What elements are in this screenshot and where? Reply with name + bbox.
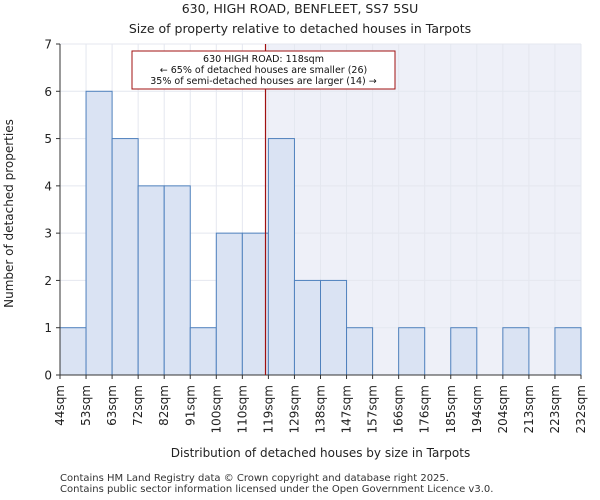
y-tick-label-0: 0 (44, 369, 52, 383)
x-tick-label-18: 213sqm (522, 385, 536, 433)
bar-4 (163, 185, 191, 376)
x-tick-label-15: 185sqm (444, 385, 458, 433)
y-tick-label-1: 1 (44, 321, 52, 335)
annotation-line-3: 35% of semi-detached houses are larger (… (150, 76, 377, 87)
bar-9 (293, 279, 322, 376)
x-tick-label-10: 138sqm (314, 385, 328, 433)
chart-title: 630, HIGH ROAD, BENFLEET, SS7 5SU (181, 1, 419, 16)
annotation-line-1: 630 HIGH ROAD: 118sqm (203, 54, 324, 65)
annotation-box (131, 50, 396, 90)
bar-15 (450, 327, 478, 376)
x-tick-label-12: 157sqm (366, 385, 380, 433)
annotation-line-2: ← 65% of detached houses are smaller (26… (160, 65, 367, 76)
y-axis-title: Number of detached properties (2, 119, 16, 308)
footer-line-2: Contains public sector information licen… (60, 484, 494, 495)
bar-8 (267, 138, 295, 376)
bar-7 (241, 232, 269, 376)
x-tick-label-6: 100sqm (209, 385, 223, 433)
bar-11 (346, 327, 374, 376)
x-tick-label-5: 91sqm (183, 385, 197, 426)
footer-line-1: Contains HM Land Registry data © Crown c… (60, 473, 449, 484)
bar-13 (398, 327, 426, 376)
bar-0 (59, 327, 87, 376)
x-tick-label-0: 44sqm (53, 385, 67, 426)
x-tick-label-13: 166sqm (392, 385, 406, 433)
bar-1 (85, 90, 113, 376)
x-tick-label-20: 232sqm (574, 385, 588, 433)
x-tick-label-19: 223sqm (548, 385, 562, 433)
y-tick-label-7: 7 (44, 38, 52, 52)
x-tick-label-17: 204sqm (496, 385, 510, 433)
y-tick-label-2: 2 (44, 274, 52, 288)
x-tick-label-14: 176sqm (418, 385, 432, 433)
y-tick-label-5: 5 (44, 132, 52, 146)
x-tick-label-9: 129sqm (287, 385, 301, 433)
y-tick-label-3: 3 (44, 227, 52, 241)
y-tick-label-6: 6 (44, 85, 52, 99)
bar-6 (215, 232, 243, 376)
x-tick-label-16: 194sqm (470, 385, 484, 433)
bar-3 (137, 185, 165, 376)
x-axis-title: Distribution of detached houses by size … (171, 446, 470, 460)
histogram-chart: 0 1 2 3 4 5 6 7 44sqm 53sqm 63sqm 72sqm 82sqm 91sqm 10… (2, 38, 588, 461)
x-tick-label-8: 119sqm (261, 385, 275, 433)
y-tick-label-4: 4 (44, 179, 52, 193)
x-tick-label-1: 53sqm (79, 385, 93, 426)
bar-19 (554, 327, 582, 376)
bar-5 (189, 327, 217, 376)
x-tick-label-11: 147sqm (340, 385, 354, 433)
x-tick-label-3: 72sqm (131, 385, 145, 426)
x-tick-label-4: 82sqm (157, 385, 171, 426)
bar-10 (320, 279, 348, 376)
bar-2 (111, 138, 139, 376)
x-tick-label-7: 110sqm (235, 385, 249, 433)
bar-17 (502, 327, 530, 376)
chart-subtitle: Size of property relative to detached ho… (128, 21, 472, 36)
x-tick-label-2: 63sqm (105, 385, 119, 426)
